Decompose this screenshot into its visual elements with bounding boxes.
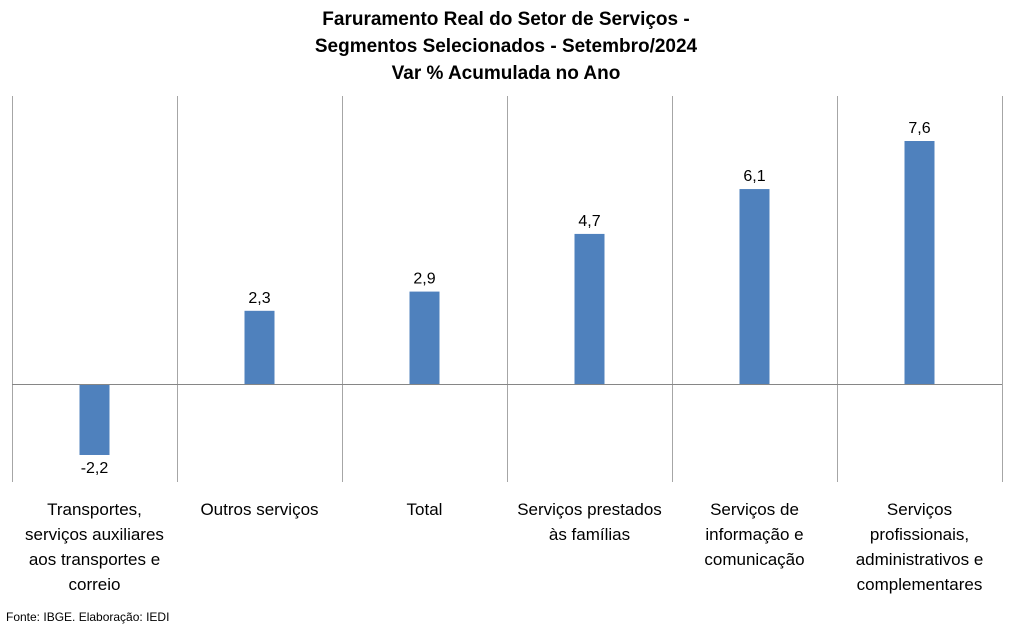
category-label-line: Outros serviços — [200, 500, 319, 519]
category-label: Outros serviços — [177, 497, 342, 522]
category-label-line: administrativos e — [855, 550, 984, 569]
category-label: Total — [342, 497, 507, 522]
category-label: Transportes, serviços auxiliares aos trans… — [12, 497, 177, 597]
category-label-line: informação e — [705, 525, 804, 544]
category-label-line: Serviços prestados — [517, 500, 662, 519]
category-label: Serviços prestados às famílias — [507, 497, 672, 547]
source-note: Fonte: IBGE. Elaboração: IEDI — [6, 610, 170, 624]
data-label: 4,7 — [578, 213, 600, 230]
data-label: 2,9 — [413, 271, 435, 288]
category-label: Serviços profissionais, administrativos e c… — [837, 497, 1002, 597]
category-label-line: Serviços de — [710, 500, 799, 519]
bar-5 — [739, 189, 770, 385]
bar-4 — [574, 233, 605, 385]
category-label-line: comunicação — [704, 550, 805, 569]
category-label: Serviços de informação e comunicação — [672, 497, 837, 572]
bar-3 — [409, 291, 440, 385]
chart-title: Faruramento Real do Setor de Serviços - … — [0, 6, 1012, 87]
category-label-line: complementares — [856, 575, 983, 594]
chart-title-line-2: Segmentos Selecionados - Setembro/2024 — [314, 36, 698, 57]
bar-2 — [244, 310, 275, 385]
chart-title-line-3: Var % Acumulada no Ano — [391, 63, 621, 84]
category-label-line: aos transportes e — [28, 550, 161, 569]
bar-1 — [79, 384, 110, 455]
data-label: 7,6 — [908, 120, 930, 137]
category-label-line: correio — [68, 575, 121, 594]
category-label-line: profissionais, — [869, 525, 970, 544]
chart-title-line-1: Faruramento Real do Setor de Serviços - — [322, 9, 690, 30]
data-label: 6,1 — [743, 168, 765, 185]
category-label-line: serviços auxiliares — [25, 525, 164, 544]
data-label: 2,3 — [248, 290, 270, 307]
category-label-line: Serviços — [886, 500, 953, 519]
category-label-line: Total — [406, 500, 443, 519]
data-label: -2,2 — [81, 460, 109, 477]
category-label-line: às famílias — [548, 525, 631, 544]
bar-6 — [904, 141, 935, 385]
category-label-line: Transportes, — [47, 500, 142, 519]
